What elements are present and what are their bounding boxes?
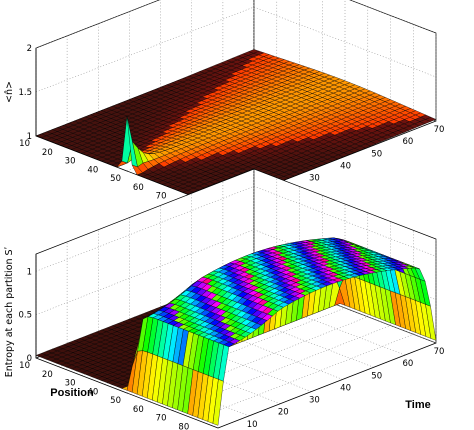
position-tick-label: 20	[42, 370, 53, 380]
position-gridline	[104, 195, 323, 385]
time-tick-label: 40	[340, 161, 351, 171]
position-tick-label: 20	[42, 148, 53, 158]
surface-patch	[212, 379, 224, 426]
position-tick-label: 50	[110, 174, 121, 184]
position-tick-label: 80	[178, 422, 189, 430]
z-tick-label: 0.5	[18, 311, 32, 321]
z-gridline	[35, 6, 437, 93]
time-tick-label: 70	[434, 125, 445, 135]
position-tick-label: 50	[110, 396, 121, 406]
z-tick-label: 1	[27, 267, 32, 277]
time-tick-label: 70	[434, 347, 445, 357]
position-tick-label: 70	[156, 192, 167, 202]
position-axis-line	[35, 135, 219, 207]
position-tick-label: 10	[19, 139, 30, 149]
z-axis-label: Entropy at each partition Sʹ	[4, 247, 15, 377]
position-gridline	[149, 212, 369, 403]
time-tick-label: 30	[309, 174, 320, 184]
z-tick-label: 0	[27, 354, 32, 364]
time-tick-label: 50	[371, 371, 382, 381]
position-gridline	[217, 239, 437, 429]
time-gridline	[160, 205, 343, 380]
time-axis-line	[217, 342, 437, 429]
surface-plot-entropy: 10203040506070809001020304050607000.51En…	[4, 168, 445, 430]
z-gridline	[35, 272, 437, 359]
time-gridline	[66, 241, 250, 417]
position-tick-label: 40	[87, 165, 98, 175]
time-tick-label: 50	[371, 149, 382, 159]
position-gridline	[172, 221, 391, 411]
time-tick-label: 30	[309, 396, 320, 406]
position-tick-label: 30	[65, 157, 76, 167]
x-axis-label: Position	[50, 387, 94, 399]
time-gridline	[253, 169, 437, 344]
time-gridline	[129, 217, 312, 392]
position-tick-label: 60	[133, 183, 144, 193]
z-tick-label: 1	[27, 132, 32, 142]
position-gridline	[81, 186, 300, 376]
position-tick-label: 10	[19, 361, 30, 371]
z-tick-label: 1.5	[18, 88, 32, 98]
position-tick-label: 40	[87, 387, 98, 397]
time-gridline	[222, 181, 405, 356]
surface	[35, 237, 437, 426]
z-gridline	[35, 186, 437, 272]
z-tick-label: 2	[27, 44, 32, 54]
time-gridline	[98, 229, 281, 404]
y-axis-label: Time	[405, 399, 430, 411]
z-gridline	[35, 0, 437, 49]
surface-plot-mean-occupation: 10203040506070809001020304050607011.52<n…	[4, 0, 444, 220]
time-tick-label: 10	[247, 420, 258, 430]
time-tick-label: 60	[402, 137, 413, 147]
position-tick-label: 30	[65, 379, 76, 389]
time-gridline	[191, 193, 374, 368]
time-tick-label: 40	[340, 383, 351, 393]
z-axis-label: <n̂>	[4, 81, 15, 103]
position-gridline	[58, 177, 278, 368]
position-tick-label: 60	[133, 405, 144, 415]
position-axis-line	[35, 357, 219, 429]
position-gridline	[126, 204, 346, 394]
position-gridline	[195, 230, 414, 420]
time-tick-label: 60	[402, 359, 413, 369]
position-tick-label: 70	[156, 414, 167, 424]
time-tick-label: 20	[278, 408, 289, 418]
